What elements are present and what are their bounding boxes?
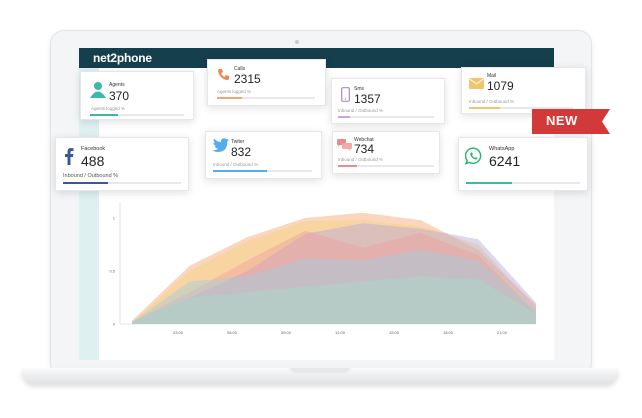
new-ribbon (532, 109, 610, 134)
webchat-card[interactable]: Webchat 734 Inbound / Outbound % (332, 131, 440, 174)
envelope-icon (469, 78, 484, 89)
new-badge-text: NEW (546, 113, 578, 128)
webchat-value: 734 (354, 142, 375, 156)
facebook-sub: Inbound / Outbound % (63, 173, 119, 179)
sms-sub: Inbound / Outbound % (338, 108, 384, 113)
x-tick-label: 15:00 (389, 330, 400, 335)
progress-fill (213, 170, 268, 172)
y-tick-label: 0 (113, 322, 116, 327)
mail-card[interactable]: Mail 1079 Inbound / Outbound % (461, 67, 586, 114)
facebook-value: 488 (81, 153, 105, 169)
twitter-progress (213, 170, 312, 172)
camera-dot (295, 40, 299, 44)
sms-card[interactable]: Sms 1357 Inbound / Outbound % (331, 78, 445, 124)
whatsapp-icon (465, 147, 482, 165)
progress-fill (338, 116, 350, 118)
progress-fill (466, 182, 512, 184)
phone-icon (218, 69, 229, 81)
x-tick-label: 12:00 (335, 330, 346, 335)
sms-progress (338, 116, 434, 118)
laptop-base (22, 368, 618, 384)
app-logo: net2phone (93, 51, 152, 65)
progress-fill (90, 114, 119, 116)
top-bar: net2phone (79, 48, 554, 68)
facebook-label: Facebook (81, 146, 106, 152)
x-tick-label: 06:00 (227, 330, 238, 335)
sms-value: 1357 (354, 92, 381, 106)
twitter-icon (212, 138, 229, 153)
mail-label: Mail (487, 73, 497, 79)
progress-fill (217, 97, 242, 99)
x-tick-label: 18:00 (443, 330, 454, 335)
agents-card[interactable]: Agents 370 Agents logged % (80, 71, 194, 120)
calls-sub: Agents logged % (217, 89, 252, 94)
x-tick-label: 21:00 (497, 330, 508, 335)
twitter-card[interactable]: Twiter 832 Inbound / Outbound % (205, 131, 322, 179)
agents-sub: Agents logged % (91, 106, 126, 111)
calls-value: 2315 (234, 72, 261, 86)
twitter-sub: Inbound / Outbound % (213, 162, 259, 167)
webchat-label: Webchat (354, 137, 374, 143)
calls-label: Calls (234, 66, 246, 72)
x-tick-label: 03:00 (173, 330, 184, 335)
mail-value: 1079 (487, 79, 514, 93)
x-tick-label: 09:00 (281, 330, 292, 335)
calls-card[interactable]: Calls 2315 Agents logged % (207, 59, 326, 106)
activity-area-chart: 1 0.5 0 03:00 06:00 09:00 12:00 15:00 18:00 21:0… (109, 202, 536, 335)
progress-fill (63, 182, 108, 184)
webchat-progress (338, 165, 434, 167)
progress-fill (469, 107, 501, 109)
whatsapp-card[interactable]: WhatsApp 6241 (458, 137, 588, 191)
facebook-card[interactable]: Facebook 488 Inbound / Outbound % (55, 137, 189, 191)
twitter-label: Twiter (231, 139, 245, 145)
y-tick-label: 1 (113, 216, 116, 221)
chat-bubbles-icon (337, 139, 352, 151)
agents-label: Agents (109, 82, 125, 88)
facebook-progress (63, 182, 181, 184)
agents-value: 370 (109, 89, 130, 103)
laptop-notch (290, 368, 350, 373)
y-tick-label: 0.5 (109, 269, 115, 274)
mail-sub: Inbound / Outbound % (469, 99, 515, 104)
sms-label: Sms (354, 86, 364, 92)
user-icon (90, 82, 106, 98)
mail-progress (469, 107, 573, 109)
agents-progress (90, 114, 184, 116)
mobile-phone-icon (341, 87, 350, 102)
whatsapp-progress (466, 182, 580, 184)
progress-fill (338, 165, 358, 167)
calls-progress (217, 97, 315, 99)
twitter-value: 832 (231, 145, 252, 159)
webchat-sub: Inbound / Outbound % (338, 157, 384, 162)
area-series-6 (132, 276, 536, 324)
whatsapp-label: WhatsApp (489, 146, 515, 152)
whatsapp-value: 6241 (489, 153, 521, 169)
facebook-icon (65, 148, 74, 165)
